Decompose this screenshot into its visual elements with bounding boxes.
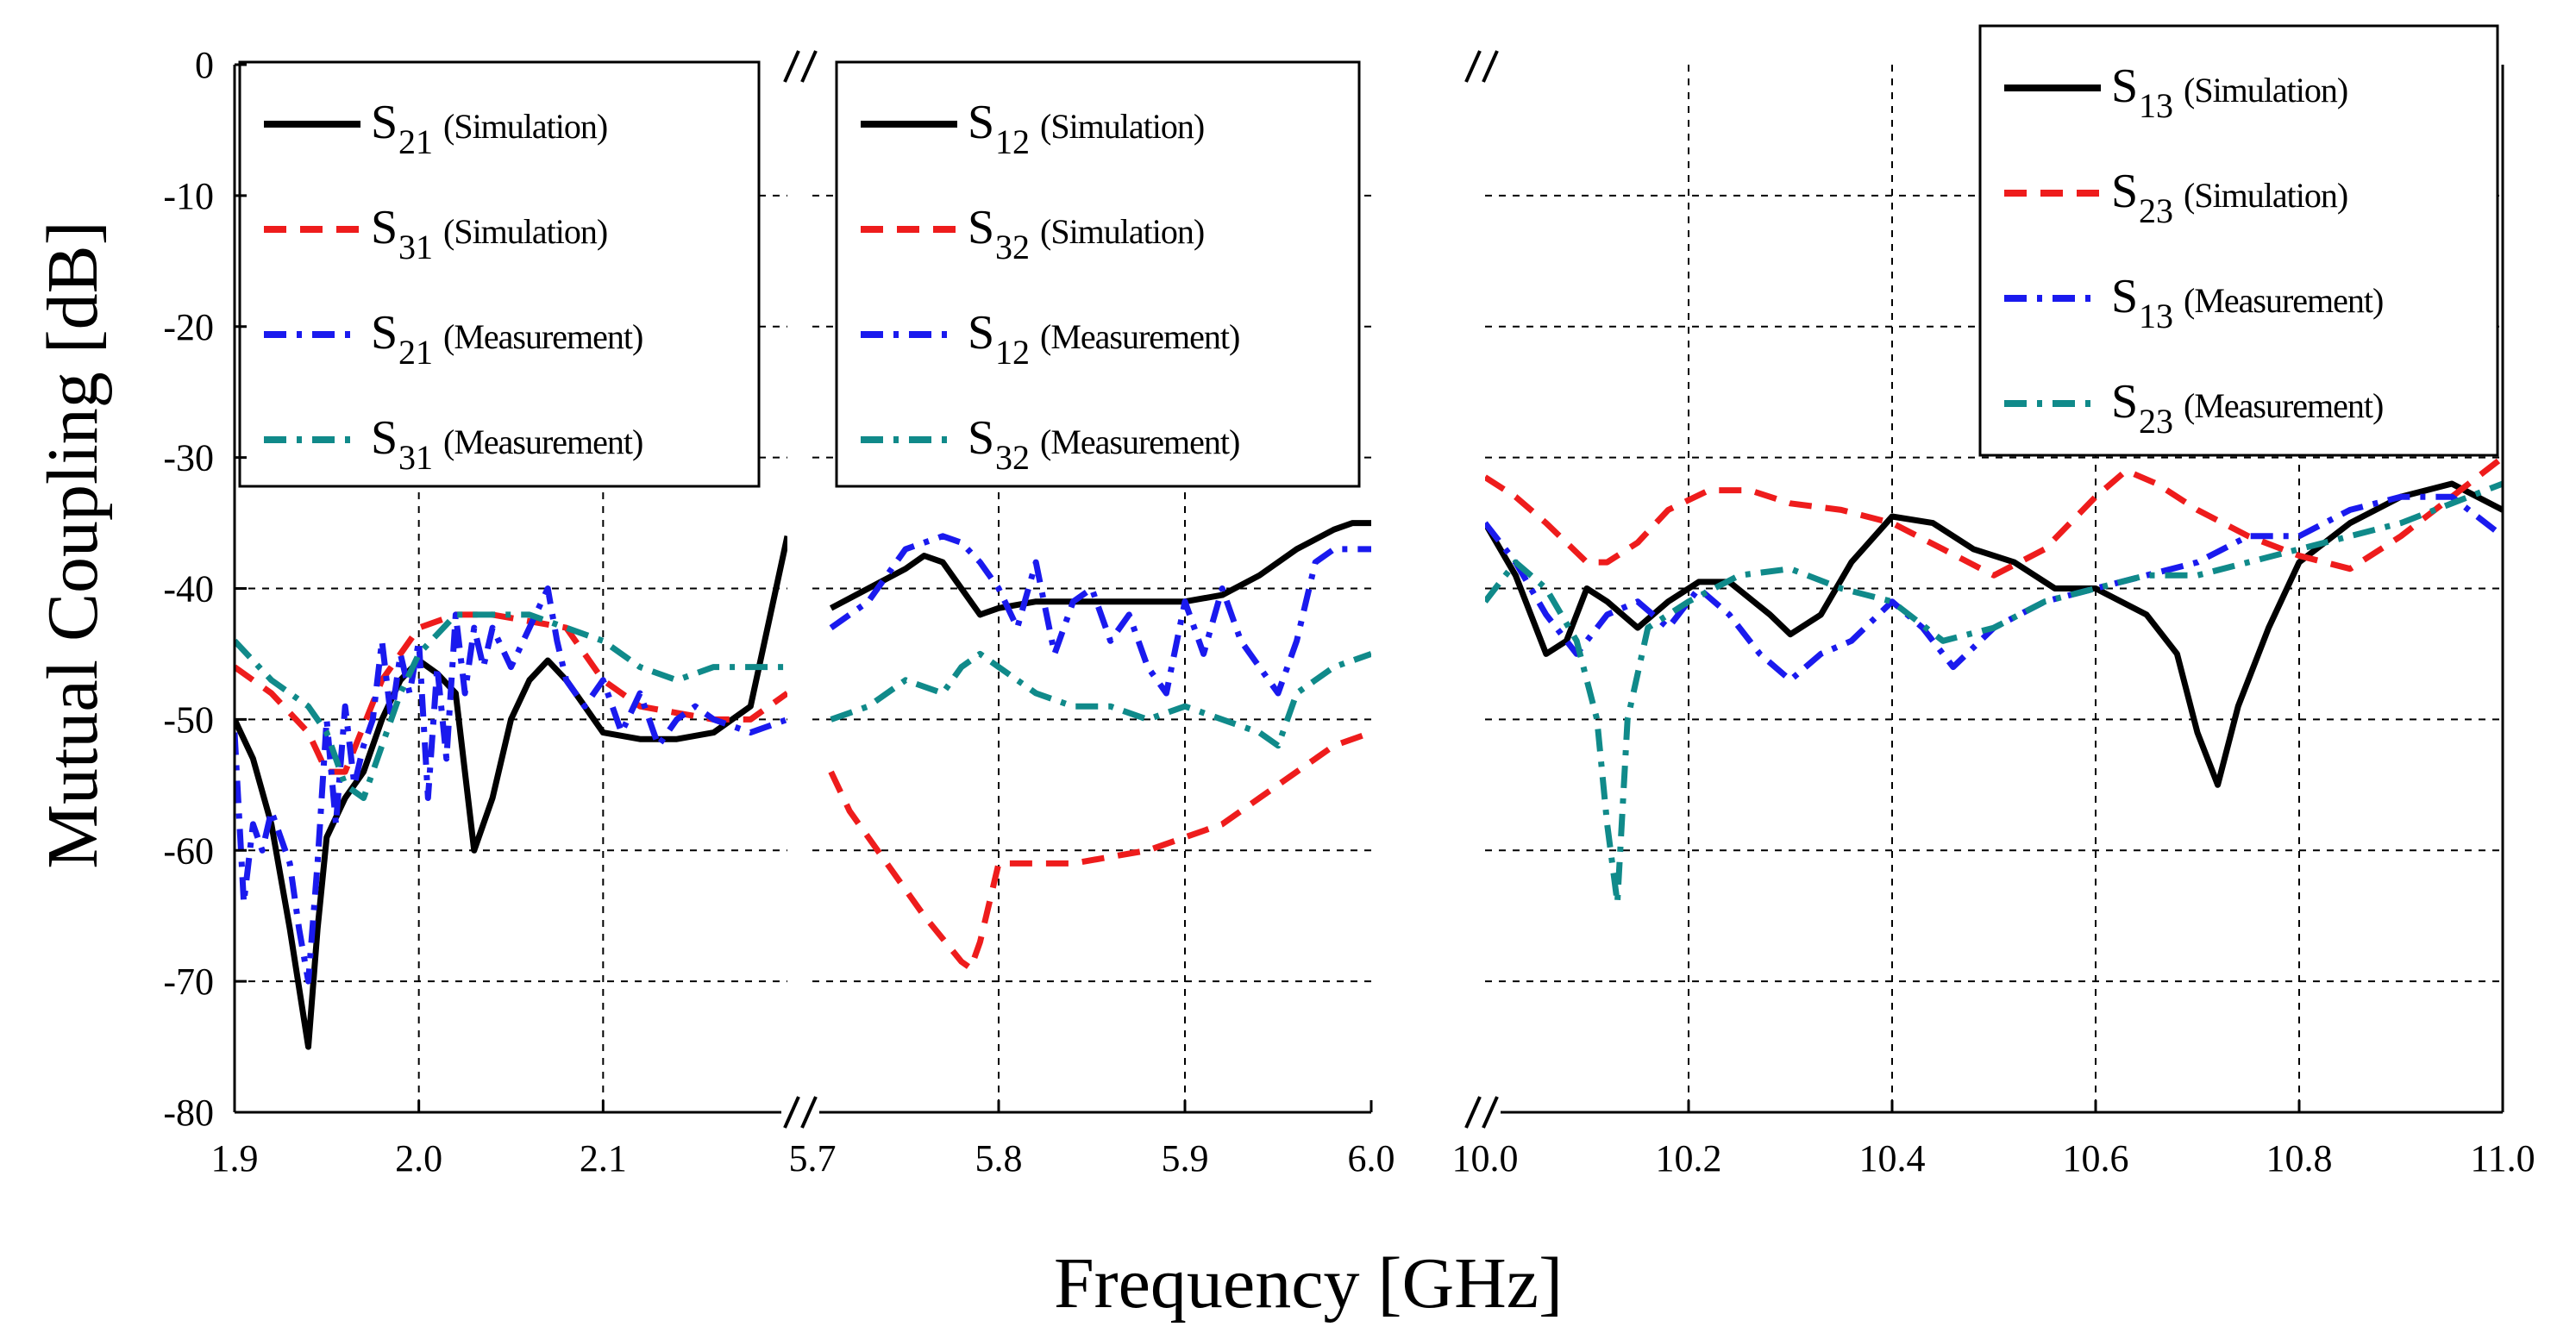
legend-label: (Simulation)	[1040, 212, 1204, 251]
x-tick-label: 2.0	[395, 1137, 442, 1180]
legend-label: (Simulation)	[2184, 176, 2347, 215]
y-tick-label: -40	[163, 568, 214, 610]
legend-symbol: S	[968, 201, 994, 254]
legend-subscript: 12	[995, 333, 1030, 372]
legend-symbol: S	[2111, 375, 2138, 429]
series-line-23-meas	[1485, 480, 2503, 906]
legend-subscript: 13	[2139, 86, 2173, 125]
legend-subscript: 13	[2139, 297, 2173, 335]
series-line-13-sim	[1485, 480, 2503, 788]
legend-label: (Measurement)	[443, 317, 642, 356]
legend-symbol: S	[968, 96, 994, 149]
axis-break-top-1	[781, 47, 819, 85]
axis-break-slash	[800, 50, 818, 83]
series-line-31-meas	[235, 611, 787, 801]
legend-symbol: S	[371, 201, 398, 254]
legend-subscript: 23	[2139, 191, 2173, 230]
series-line-12-sim	[829, 520, 1371, 618]
legend-symbol: S	[371, 411, 398, 465]
legend-box	[1978, 24, 2499, 457]
y-tick-label: -60	[163, 829, 214, 872]
axis-break-slash	[1464, 1096, 1482, 1129]
legend-label: (Measurement)	[1040, 422, 1239, 461]
legend-subscript: 23	[2139, 402, 2173, 441]
axis-break-slash	[783, 1096, 800, 1129]
axis-break-top-2	[1463, 47, 1501, 85]
axis-break-slash	[1464, 50, 1482, 83]
y-tick-label: -30	[163, 437, 214, 479]
legend-subscript: 21	[398, 333, 433, 372]
y-tick-label: -50	[163, 698, 214, 741]
x-tick-label: 10.8	[2266, 1137, 2333, 1180]
x-tick-label: 5.9	[1162, 1137, 1209, 1180]
legend-symbol: S	[2111, 270, 2138, 323]
axis-break-slash	[1482, 50, 1499, 83]
x-tick-label: 10.6	[2063, 1137, 2129, 1180]
x-tick-label: 1.9	[211, 1137, 259, 1180]
legend-label: (Simulation)	[443, 107, 607, 146]
axis-break-slash	[800, 1096, 818, 1129]
legend-symbol: S	[968, 411, 994, 465]
legend-label: (Simulation)	[443, 212, 607, 251]
x-tick-label: 5.8	[975, 1137, 1023, 1180]
legend-symbol: S	[371, 306, 398, 360]
x-tick-label: 2.1	[580, 1137, 627, 1180]
x-tick-label: 6.0	[1348, 1137, 1395, 1180]
legend-subscript: 32	[995, 228, 1030, 266]
series-line-12-meas	[829, 533, 1371, 697]
y-tick-label: -70	[163, 961, 214, 1003]
legend-symbol: S	[371, 96, 398, 149]
axis-break-slash	[1482, 1096, 1499, 1129]
series-line-13-meas	[1485, 493, 2503, 684]
legend-label: (Measurement)	[443, 422, 642, 461]
axis-break-slash	[783, 50, 800, 83]
legend-subscript: 21	[398, 122, 433, 161]
legend-subscript: 31	[398, 228, 433, 266]
series-line-21-sim	[235, 535, 787, 1050]
legend-label: (Measurement)	[1040, 317, 1239, 356]
legend-box	[238, 60, 761, 488]
legend-symbol: S	[2111, 59, 2138, 113]
y-tick-label: -10	[163, 175, 214, 217]
x-tick-label: 10.2	[1656, 1137, 1722, 1180]
y-tick-label: -80	[163, 1092, 214, 1134]
axis-break-bottom-1	[781, 1093, 819, 1131]
x-tick-label: 10.0	[1452, 1137, 1519, 1180]
x-tick-label: 10.4	[1859, 1137, 1926, 1180]
legend-label: (Simulation)	[1040, 107, 1204, 146]
legend-symbol: S	[968, 306, 994, 360]
y-tick-label: -20	[163, 306, 214, 348]
axis-break-bottom-2	[1463, 1093, 1501, 1131]
x-tick-label: 5.7	[789, 1137, 837, 1180]
series-line-23-sim	[1485, 454, 2503, 579]
x-tick-label: 11.0	[2470, 1137, 2535, 1180]
legend-label: (Simulation)	[2184, 71, 2347, 110]
series-line-32-meas	[830, 650, 1371, 749]
legend-subscript: 32	[995, 438, 1030, 477]
series-line-31-sim	[235, 611, 787, 775]
y-axis-title: Mutual Coupling [dB]	[33, 221, 113, 868]
series-line-21-meas	[235, 585, 787, 985]
legend-subscript: 12	[995, 122, 1030, 161]
legend-label: (Measurement)	[2184, 386, 2383, 425]
legend-label: (Measurement)	[2184, 281, 2383, 320]
legend-symbol: S	[2111, 165, 2138, 218]
legend-box	[835, 60, 1361, 488]
y-tick-label: 0	[195, 44, 214, 86]
series-line-32-sim	[828, 729, 1371, 972]
x-axis-title: Frequency [GHz]	[1054, 1243, 1563, 1324]
legend-subscript: 31	[398, 438, 433, 477]
